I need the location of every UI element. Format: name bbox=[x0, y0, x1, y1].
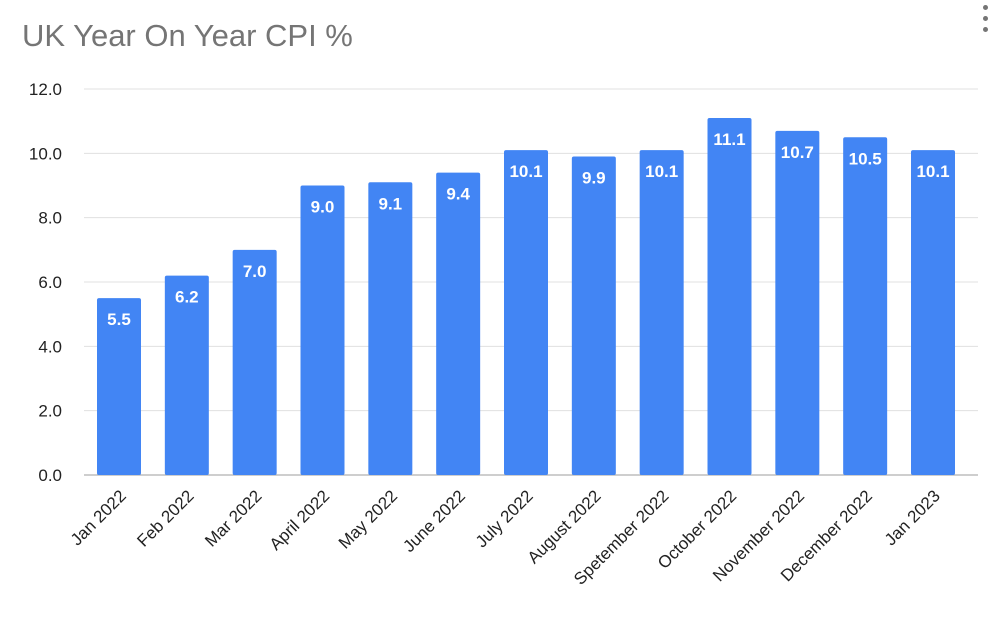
x-category-label: April 2022 bbox=[266, 486, 334, 554]
data-labels: 5.5 6.2 7.0 9.0 9.1 9.4 10.1 9.9 10.1 11.1 10.7 10.… bbox=[107, 130, 949, 329]
data-label: 5.5 bbox=[107, 310, 131, 329]
bar bbox=[436, 172, 481, 475]
data-label: 9.0 bbox=[311, 198, 335, 217]
y-tick-label: 6.0 bbox=[38, 273, 62, 292]
data-label: 10.5 bbox=[849, 149, 882, 168]
y-tick-label: 4.0 bbox=[38, 337, 62, 356]
y-tick-label: 8.0 bbox=[38, 209, 62, 228]
bar bbox=[504, 150, 548, 475]
x-category-label: Jan 2022 bbox=[67, 486, 130, 549]
bar bbox=[164, 275, 209, 475]
data-label: 11.1 bbox=[713, 130, 745, 149]
y-tick-label: 2.0 bbox=[38, 402, 62, 421]
bar bbox=[707, 117, 752, 475]
data-label: 10.1 bbox=[509, 162, 542, 181]
x-category-label: July 2022 bbox=[472, 486, 537, 551]
bar bbox=[300, 185, 345, 475]
data-label: 10.7 bbox=[781, 143, 814, 162]
x-category-label: Mar 2022 bbox=[201, 486, 265, 550]
y-tick-label: 10.0 bbox=[29, 144, 62, 163]
y-tick-label: 12.0 bbox=[29, 80, 62, 99]
x-category-label: Feb 2022 bbox=[133, 486, 197, 550]
data-label: 9.9 bbox=[582, 169, 606, 188]
bars bbox=[97, 117, 955, 476]
x-category-label: June 2022 bbox=[399, 486, 469, 556]
data-label: 9.4 bbox=[446, 185, 470, 204]
data-label: 10.1 bbox=[645, 162, 678, 181]
x-category-label: Jan 2023 bbox=[881, 486, 944, 549]
data-label: 10.1 bbox=[916, 162, 949, 181]
x-category-label: May 2022 bbox=[335, 486, 401, 552]
chart-title: UK Year On Year CPI % bbox=[22, 18, 353, 53]
bar bbox=[571, 156, 616, 476]
data-label: 6.2 bbox=[175, 288, 199, 307]
bar bbox=[775, 130, 820, 476]
bar bbox=[232, 249, 277, 475]
bar bbox=[97, 298, 141, 475]
bar bbox=[911, 150, 955, 475]
y-tick-label: 0.0 bbox=[38, 466, 62, 485]
bar bbox=[639, 150, 684, 475]
bar bbox=[368, 182, 413, 476]
data-label: 9.1 bbox=[379, 194, 403, 213]
bar bbox=[843, 137, 888, 475]
more-vert-icon[interactable] bbox=[976, 2, 996, 36]
x-axis-categories: Jan 2022 Feb 2022 Mar 2022 April 2022 May 20… bbox=[67, 486, 944, 588]
data-label: 7.0 bbox=[243, 262, 267, 281]
y-axis-ticks: 0.0 2.0 4.0 6.0 8.0 10.0 12.0 bbox=[29, 80, 62, 485]
